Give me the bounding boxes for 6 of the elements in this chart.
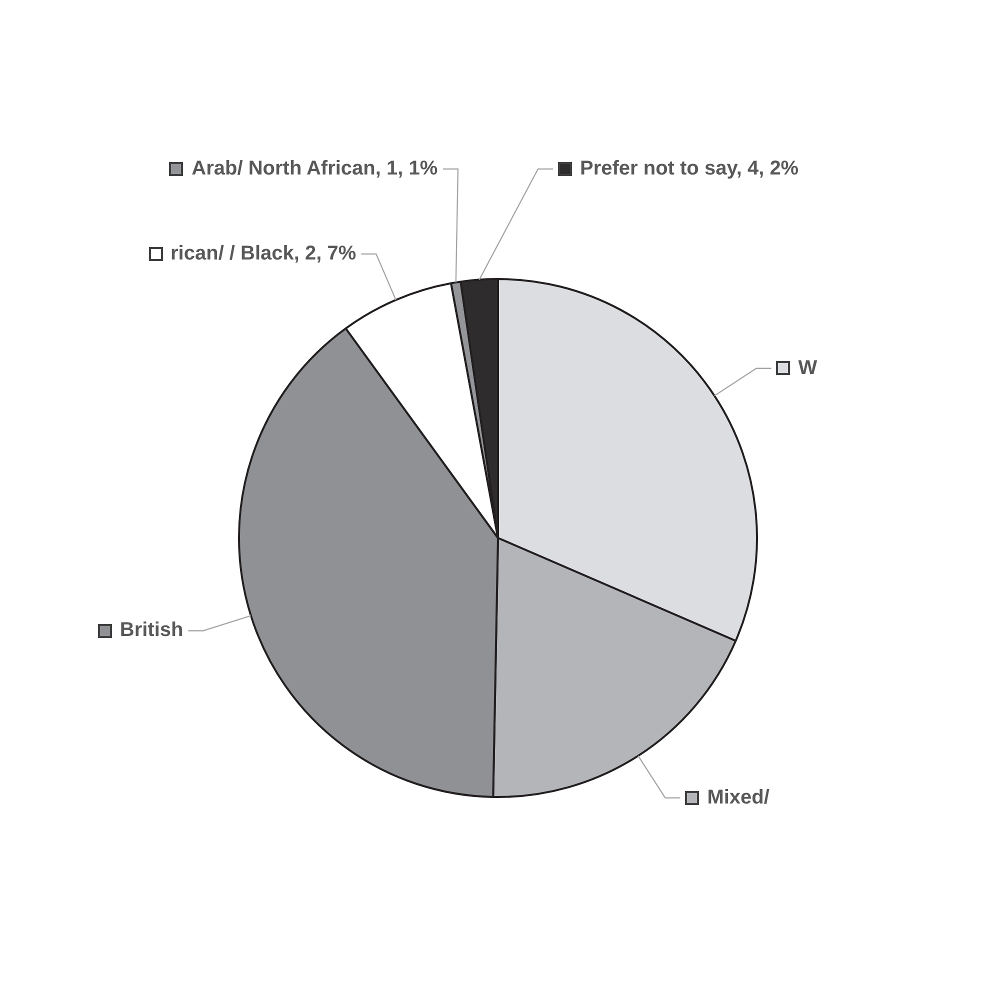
legend-label: Mixed/	[707, 786, 770, 808]
legend-label: Arab/ North African, 1, 1%	[192, 158, 438, 180]
legend-label: Prefer not to say, 4, 2%	[580, 158, 799, 180]
legend-label: W	[798, 356, 818, 379]
slice-label: rican/ / Black, 2, 7%	[170, 242, 356, 265]
legend-label: British	[120, 619, 184, 642]
